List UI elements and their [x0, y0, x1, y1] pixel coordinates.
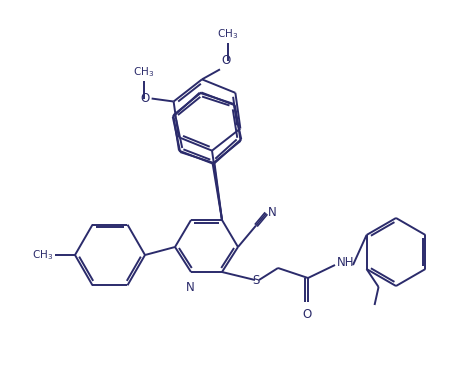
Text: O: O: [221, 54, 230, 68]
Text: O: O: [140, 92, 149, 105]
Text: CH$_3$: CH$_3$: [133, 65, 154, 79]
Text: CH$_3$: CH$_3$: [32, 248, 53, 262]
Text: CH$_3$: CH$_3$: [217, 28, 238, 41]
Text: NH: NH: [336, 256, 354, 269]
Text: O: O: [302, 308, 311, 321]
Text: N: N: [185, 281, 194, 294]
Text: N: N: [268, 206, 277, 219]
Text: S: S: [252, 275, 259, 287]
